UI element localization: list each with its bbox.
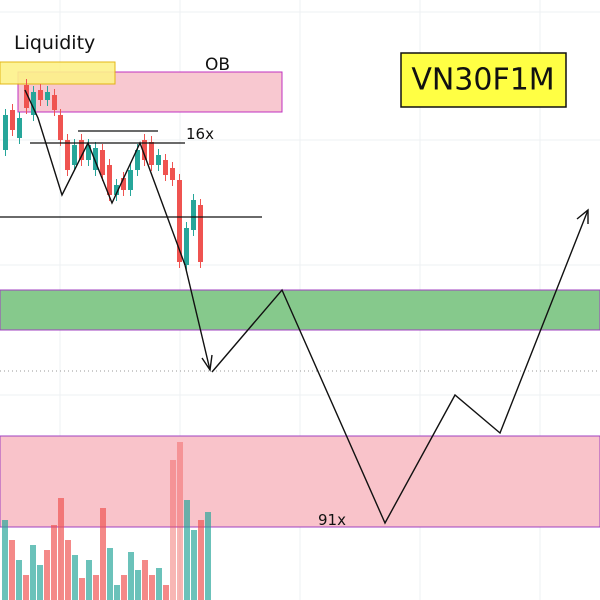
volume-bar bbox=[128, 552, 134, 600]
volume-bar bbox=[100, 508, 106, 600]
candle-body bbox=[17, 118, 22, 138]
volume-bar bbox=[16, 560, 22, 600]
candle-body bbox=[58, 115, 63, 140]
volume-bar bbox=[142, 560, 148, 600]
candle-body bbox=[156, 155, 161, 165]
volume-bar bbox=[72, 555, 78, 600]
volume-bar bbox=[156, 568, 162, 600]
candle-body bbox=[107, 165, 112, 195]
volume-bar bbox=[149, 575, 155, 600]
candle-body bbox=[135, 150, 140, 170]
candle-body bbox=[142, 140, 147, 160]
volume-bar bbox=[114, 585, 120, 600]
volume-bar bbox=[58, 498, 64, 600]
symbol-label: VN30F1M bbox=[411, 63, 554, 98]
levels bbox=[0, 130, 262, 218]
volume-bar bbox=[37, 565, 43, 600]
candle-body bbox=[198, 205, 203, 262]
ob-label: OB bbox=[205, 55, 230, 75]
candle-body bbox=[72, 145, 77, 165]
candle-body bbox=[184, 228, 189, 265]
candle-body bbox=[65, 140, 70, 170]
candle-body bbox=[191, 200, 196, 230]
candle-body bbox=[93, 148, 98, 170]
volume-bar bbox=[86, 560, 92, 600]
volume-bar bbox=[198, 520, 204, 600]
volume-bar bbox=[44, 550, 50, 600]
volume-bar bbox=[184, 500, 190, 600]
volume-bar bbox=[2, 520, 8, 600]
candle-body bbox=[38, 90, 43, 100]
count-label: 16x bbox=[186, 125, 214, 143]
volume-bar bbox=[205, 512, 211, 600]
candle-body bbox=[24, 85, 29, 108]
candles bbox=[3, 79, 203, 271]
candle-body bbox=[128, 170, 133, 190]
demand-zone bbox=[0, 289, 600, 331]
candle-body bbox=[52, 95, 57, 110]
candle-body bbox=[121, 178, 126, 190]
volume-bar bbox=[191, 530, 197, 600]
candle-body bbox=[31, 92, 36, 115]
volume-bar bbox=[9, 540, 15, 600]
volume-bar bbox=[23, 575, 29, 600]
candle-body bbox=[177, 180, 182, 262]
candle-body bbox=[114, 185, 119, 195]
symbol-box bbox=[400, 52, 567, 108]
count-label: 91x bbox=[318, 511, 346, 529]
volume-bar bbox=[170, 460, 176, 600]
candle-body bbox=[3, 115, 8, 150]
volume-bar bbox=[65, 540, 71, 600]
candle-body bbox=[149, 142, 154, 165]
candle-body bbox=[10, 110, 15, 130]
candle-body bbox=[100, 150, 105, 175]
volume-bar bbox=[107, 548, 113, 600]
candle-body bbox=[170, 168, 175, 180]
candle-body bbox=[86, 145, 91, 160]
candle-body bbox=[163, 160, 168, 175]
volume-bar bbox=[135, 570, 141, 600]
volume-bar bbox=[93, 575, 99, 600]
volume-bar bbox=[30, 545, 36, 600]
liquidity-box bbox=[0, 61, 116, 85]
volume-bar bbox=[121, 575, 127, 600]
candle-body bbox=[45, 92, 50, 100]
candle-body bbox=[79, 140, 84, 160]
projection-path bbox=[24, 89, 589, 525]
volume-bar bbox=[163, 585, 169, 600]
liquidity-label: Liquidity bbox=[14, 32, 95, 54]
volume-bar bbox=[79, 578, 85, 600]
lower-zone bbox=[0, 435, 600, 528]
volume-bar bbox=[51, 525, 57, 600]
volume-bars bbox=[2, 442, 211, 600]
volume-bar bbox=[177, 442, 183, 600]
